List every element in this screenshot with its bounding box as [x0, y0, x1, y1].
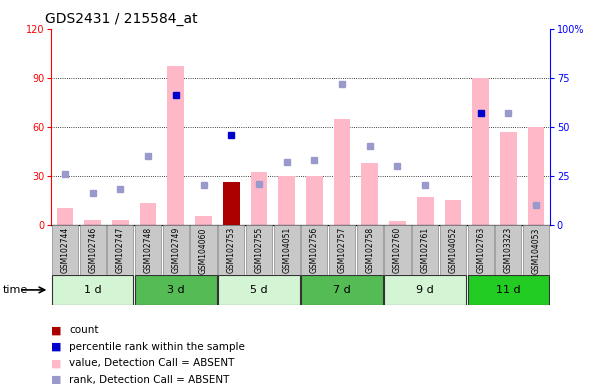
- Bar: [468, 275, 549, 305]
- Bar: [468, 225, 493, 275]
- Bar: [195, 217, 212, 225]
- Bar: [495, 225, 522, 275]
- Text: 1 d: 1 d: [84, 285, 102, 295]
- Text: GSM104060: GSM104060: [199, 227, 208, 273]
- Text: GSM102746: GSM102746: [88, 227, 97, 273]
- Bar: [440, 225, 466, 275]
- Bar: [278, 176, 295, 225]
- Bar: [306, 176, 323, 225]
- Text: GSM102749: GSM102749: [171, 227, 180, 273]
- Text: GSM102747: GSM102747: [116, 227, 125, 273]
- Text: 7 d: 7 d: [333, 285, 351, 295]
- Bar: [135, 275, 216, 305]
- Text: GSM102760: GSM102760: [393, 227, 402, 273]
- Bar: [361, 163, 378, 225]
- Text: ■: ■: [51, 358, 61, 368]
- Bar: [168, 66, 184, 225]
- Text: GSM102757: GSM102757: [338, 227, 347, 273]
- Bar: [140, 204, 156, 225]
- Text: GSM102763: GSM102763: [476, 227, 485, 273]
- Bar: [301, 275, 383, 305]
- Bar: [385, 225, 410, 275]
- Bar: [273, 225, 300, 275]
- Bar: [84, 220, 101, 225]
- Bar: [52, 275, 133, 305]
- Bar: [445, 200, 461, 225]
- Bar: [218, 275, 300, 305]
- Text: GSM102755: GSM102755: [254, 227, 263, 273]
- Bar: [163, 225, 189, 275]
- Text: GSM102748: GSM102748: [144, 227, 153, 273]
- Bar: [135, 225, 161, 275]
- Bar: [301, 225, 328, 275]
- Bar: [329, 225, 355, 275]
- Text: GSM102756: GSM102756: [310, 227, 319, 273]
- Bar: [246, 225, 272, 275]
- Bar: [334, 119, 350, 225]
- Bar: [223, 182, 240, 225]
- Text: GSM102753: GSM102753: [227, 227, 236, 273]
- Text: GDS2431 / 215584_at: GDS2431 / 215584_at: [45, 12, 198, 25]
- Text: GSM102758: GSM102758: [365, 227, 374, 273]
- Text: GSM102761: GSM102761: [421, 227, 430, 273]
- Text: value, Detection Call = ABSENT: value, Detection Call = ABSENT: [69, 358, 234, 368]
- Text: time: time: [3, 285, 28, 295]
- Bar: [472, 78, 489, 225]
- Bar: [108, 225, 133, 275]
- Bar: [528, 127, 545, 225]
- Text: GSM103323: GSM103323: [504, 227, 513, 273]
- Text: ■: ■: [51, 375, 61, 384]
- Text: 9 d: 9 d: [416, 285, 434, 295]
- Bar: [412, 225, 438, 275]
- Bar: [389, 222, 406, 225]
- Text: ■: ■: [51, 325, 61, 335]
- Text: 11 d: 11 d: [496, 285, 520, 295]
- Text: 5 d: 5 d: [250, 285, 267, 295]
- Bar: [79, 225, 106, 275]
- Bar: [218, 225, 244, 275]
- Bar: [251, 172, 267, 225]
- Text: GSM104052: GSM104052: [448, 227, 457, 273]
- Bar: [417, 197, 433, 225]
- Text: GSM102744: GSM102744: [61, 227, 70, 273]
- Text: ■: ■: [51, 342, 61, 352]
- Text: 3 d: 3 d: [167, 285, 185, 295]
- Bar: [357, 225, 383, 275]
- Text: rank, Detection Call = ABSENT: rank, Detection Call = ABSENT: [69, 375, 230, 384]
- Bar: [500, 132, 517, 225]
- Bar: [112, 220, 129, 225]
- Text: count: count: [69, 325, 99, 335]
- Bar: [56, 209, 73, 225]
- Text: GSM104053: GSM104053: [531, 227, 540, 273]
- Bar: [191, 225, 216, 275]
- Text: percentile rank within the sample: percentile rank within the sample: [69, 342, 245, 352]
- Text: GSM104051: GSM104051: [282, 227, 291, 273]
- Bar: [385, 275, 466, 305]
- Bar: [52, 225, 78, 275]
- Bar: [523, 225, 549, 275]
